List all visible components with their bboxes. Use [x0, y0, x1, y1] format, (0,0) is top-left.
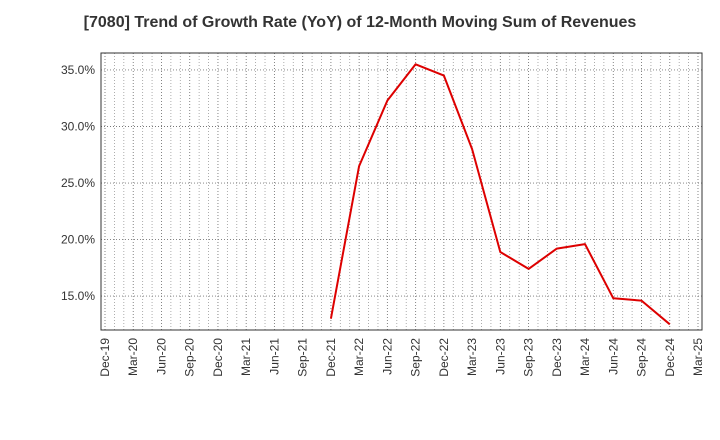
x-tick-label: Dec-22 [437, 338, 451, 377]
x-tick-label: Dec-21 [324, 338, 338, 377]
x-tick-label: Dec-24 [663, 338, 677, 377]
x-tick-label: Sep-21 [296, 338, 310, 377]
x-tick-label: Mar-22 [352, 338, 366, 376]
x-tick-label: Sep-22 [409, 338, 423, 377]
x-tick-label: Dec-23 [550, 338, 564, 377]
x-tick-label: Dec-20 [211, 338, 225, 377]
x-tick-label: Mar-21 [239, 338, 253, 376]
y-tick-label: 35.0% [61, 63, 95, 77]
axis-layer: Dec-19 Mar-20 Jun-20 Sep-20 Dec-20 Mar-21 Jun-… [61, 63, 705, 377]
y-tick-label: 15.0% [61, 289, 95, 303]
x-tick-label: Dec-19 [98, 338, 112, 377]
x-tick-label: Mar-25 [691, 338, 705, 376]
x-tick-label: Sep-20 [183, 338, 197, 377]
x-tick-label: Mar-23 [465, 338, 479, 376]
y-tick-label: 30.0% [61, 119, 95, 133]
y-tick-label: 20.0% [61, 233, 95, 247]
plot-area-border [100, 52, 703, 331]
chart-title: [7080] Trend of Growth Rate (YoY) of 12-… [83, 14, 637, 31]
series-layer [329, 63, 671, 326]
x-tick-label: Sep-23 [522, 338, 536, 377]
grid-layer [101, 53, 702, 330]
x-tick-label: Mar-24 [578, 338, 592, 376]
y-tick-label: 25.0% [61, 176, 95, 190]
x-tick-label: Mar-20 [126, 338, 140, 376]
x-tick-label: Jun-22 [380, 338, 394, 375]
x-tick-label: Jun-24 [606, 338, 620, 375]
x-tick-label: Jun-20 [154, 338, 168, 375]
x-tick-label: Jun-23 [493, 338, 507, 375]
x-tick-label: Sep-24 [635, 338, 649, 377]
x-tick-label: Jun-21 [267, 338, 281, 375]
